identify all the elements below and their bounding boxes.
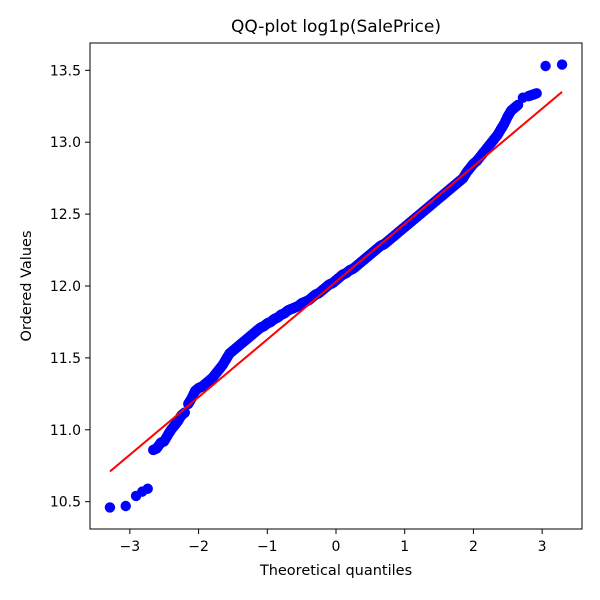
y-tick-label: 12.0 [50,279,81,295]
x-axis-ticks: −3 −2 −1 0 1 2 3 [120,529,547,555]
x-tick-label: 1 [400,539,409,555]
data-point [120,500,131,512]
x-tick-label: 3 [538,539,547,555]
y-axis-label: Ordered Values [19,231,35,342]
y-tick-label: 12.5 [50,207,81,223]
x-axis-label: Theoretical quantiles [259,563,412,579]
data-point [531,88,542,99]
y-tick-label: 13.0 [50,135,81,151]
plot-frame [89,42,583,530]
y-tick-label: 11.5 [50,351,81,367]
data-point [556,59,568,70]
data-point [142,483,153,494]
y-tick-label: 11.0 [50,423,81,439]
chart-title: QQ-plot log1p(SalePrice) [231,17,441,37]
x-tick-label: −1 [257,539,278,555]
y-tick-label: 13.5 [50,63,81,79]
x-tick-label: −3 [120,539,141,555]
y-tick-label: 10.5 [50,495,81,511]
data-point [104,502,116,513]
x-tick-label: 0 [332,539,341,555]
y-axis-ticks: 10.5 11.0 11.5 12.0 12.5 13.0 13.5 [50,63,90,511]
x-tick-label: −2 [188,539,209,555]
x-tick-label: 2 [469,539,478,555]
reference-fit-line [109,91,563,473]
reference-line-group [109,91,563,473]
data-point [540,60,551,72]
